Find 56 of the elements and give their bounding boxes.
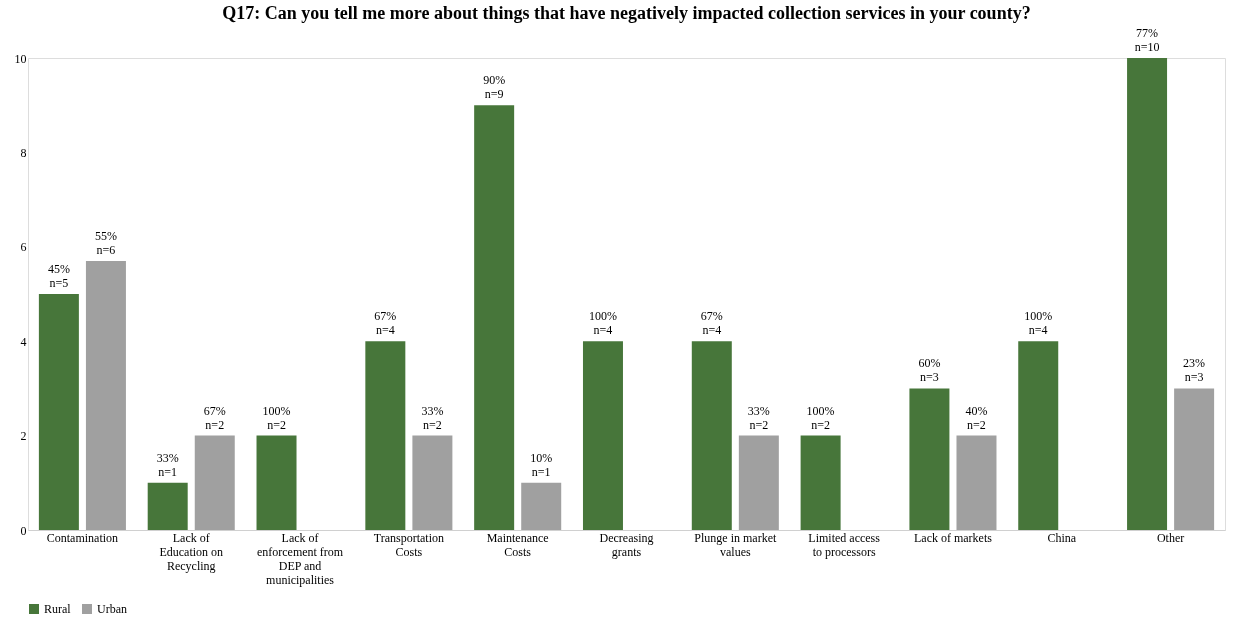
x-tick-label: Other <box>1156 530 1185 545</box>
y-tick-label: 6 <box>20 240 27 255</box>
data-label: 67% n=2 <box>203 403 226 432</box>
bar <box>956 435 997 530</box>
data-label: 77% n=10 <box>1134 26 1160 54</box>
chart-title: Q17: Can you tell me more about things that have negatively impacted collection services in your county? <box>222 3 1031 23</box>
bar <box>1127 58 1168 530</box>
bar <box>194 435 235 530</box>
data-label: 100% n=4 <box>588 309 617 338</box>
bar <box>1174 388 1215 530</box>
data-label: 90% n=9 <box>483 73 506 102</box>
data-label: 100% n=4 <box>1024 309 1053 338</box>
data-label: 40% n=2 <box>965 403 988 432</box>
y-tick-label: 8 <box>20 145 27 160</box>
bar <box>691 341 732 530</box>
data-label: 33% n=2 <box>747 403 770 432</box>
x-tick-label: Lack of enforcement from DEP and municipalities <box>256 530 344 587</box>
data-label: 55% n=6 <box>94 228 117 257</box>
x-tick-label: Lack of markets <box>913 530 993 545</box>
legend-label: Rural <box>44 602 72 616</box>
y-tick-label: 4 <box>20 334 27 349</box>
bar <box>365 341 406 530</box>
x-tick-label: China <box>1047 530 1077 545</box>
x-tick-label: Contamination <box>46 530 119 545</box>
x-tick-label: Decreasing grants <box>599 530 654 559</box>
data-label: 10% n=1 <box>530 450 553 479</box>
data-label: 100% n=2 <box>806 403 835 432</box>
x-tick-label: Lack of Education on Recycling <box>159 530 224 573</box>
legend-label: Urban <box>97 602 127 616</box>
data-label: 23% n=3 <box>1183 356 1206 385</box>
x-tick-label: Transportation Costs <box>373 530 444 559</box>
y-tick-label: 0 <box>20 523 27 538</box>
data-label: 33% n=2 <box>421 403 444 432</box>
bar <box>85 260 126 530</box>
data-label: 67% n=4 <box>700 309 723 338</box>
bar <box>521 482 562 530</box>
bar <box>38 294 79 530</box>
bar <box>738 435 779 530</box>
x-tick-label: Maintenance Costs <box>486 530 549 559</box>
bar <box>256 435 297 530</box>
data-label: 45% n=5 <box>47 262 70 290</box>
x-tick-label: Plunge in market values <box>694 530 777 559</box>
y-tick-label: 2 <box>20 429 27 444</box>
y-tick-label: 10 <box>14 51 27 66</box>
bar <box>800 435 841 530</box>
data-label: 67% n=4 <box>374 309 397 338</box>
bar <box>147 482 188 530</box>
x-tick-label: Limited access to processors <box>808 530 881 559</box>
bar <box>412 435 453 530</box>
bar <box>474 105 515 530</box>
bar <box>909 388 950 530</box>
bar <box>582 341 623 530</box>
bar <box>1018 341 1059 530</box>
data-label: 33% n=1 <box>156 450 179 479</box>
data-label: 60% n=3 <box>918 356 941 385</box>
data-label: 100% n=2 <box>262 403 291 432</box>
